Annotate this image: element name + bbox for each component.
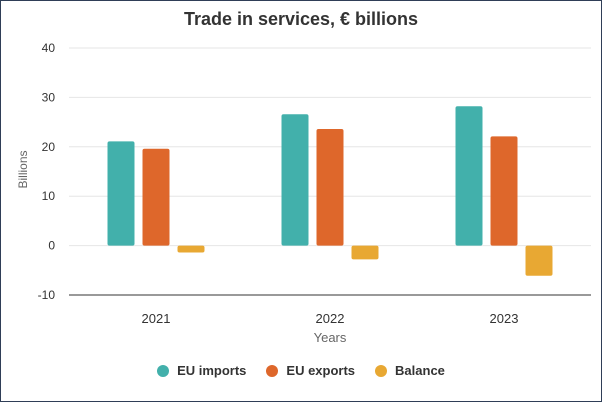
legend-label: EU exports — [286, 363, 356, 378]
bar-balance-2023[interactable] — [525, 245, 553, 276]
y-tick-label: 20 — [42, 140, 56, 154]
legend-item-eu-imports[interactable]: EU imports — [157, 363, 246, 378]
legend-label: EU imports — [177, 363, 247, 378]
bar-eu-exports-2021[interactable] — [142, 148, 170, 246]
bar-eu-imports-2023[interactable] — [455, 106, 483, 246]
bar-eu-exports-2023[interactable] — [490, 136, 518, 246]
x-tick-label: 2022 — [316, 311, 345, 326]
bar-eu-imports-2021[interactable] — [107, 141, 135, 246]
bar-balance-2022[interactable] — [351, 245, 379, 260]
chart-legend: EU imports EU exports Balance — [1, 363, 601, 378]
legend-item-eu-exports[interactable]: EU exports — [266, 363, 355, 378]
legend-item-balance[interactable]: Balance — [375, 363, 445, 378]
y-tick-label: 0 — [48, 239, 55, 253]
legend-swatch-icon — [375, 364, 388, 377]
legend-swatch-icon — [157, 364, 170, 377]
y-axis-label: Billions — [16, 150, 30, 188]
chart-plot-area: -10 0 10 20 30 40 Billions 2021 2022 2023 Years — [16, 41, 591, 345]
legend-label: Balance — [395, 363, 445, 378]
y-tick-label: -10 — [38, 288, 56, 302]
bar-eu-imports-2022[interactable] — [281, 114, 309, 246]
bar-eu-exports-2022[interactable] — [316, 129, 344, 246]
bar-balance-2021[interactable] — [177, 245, 205, 253]
legend-swatch-icon — [266, 364, 279, 377]
y-tick-label: 40 — [42, 41, 56, 55]
y-tick-label: 10 — [42, 189, 56, 203]
x-axis-label: Years — [314, 330, 347, 345]
x-tick-label: 2021 — [142, 311, 171, 326]
chart-title: Trade in services, € billions — [183, 9, 419, 29]
x-tick-label: 2023 — [490, 311, 519, 326]
y-tick-label: 30 — [42, 90, 56, 104]
